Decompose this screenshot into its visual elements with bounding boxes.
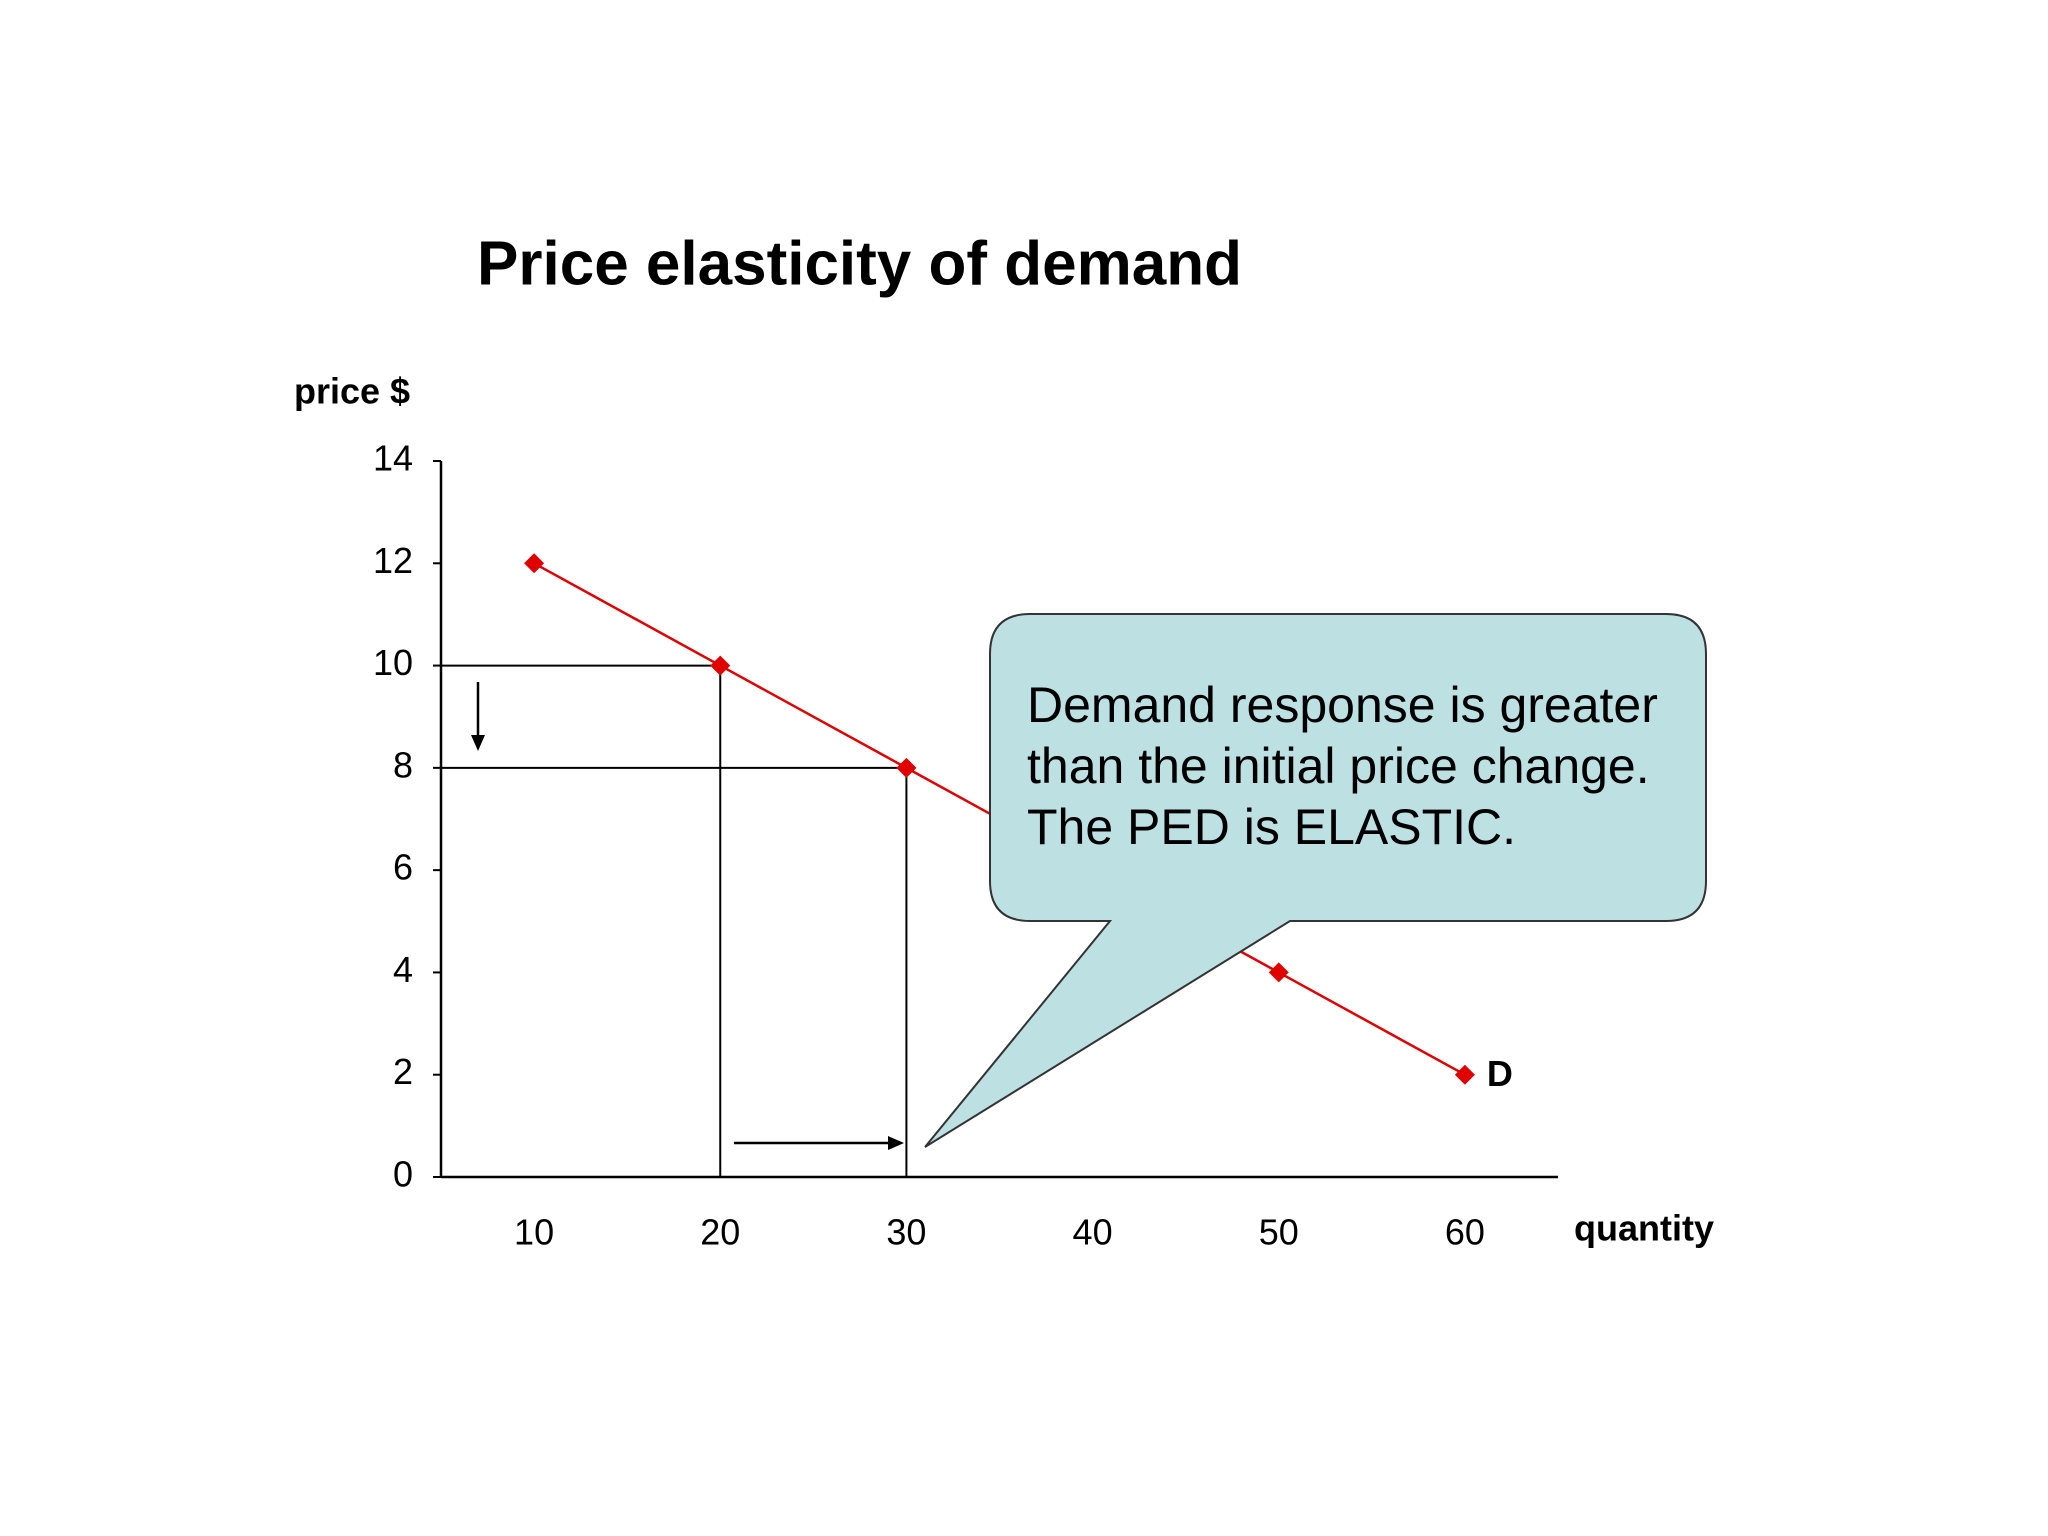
arrow-head bbox=[471, 735, 485, 751]
x-tick-label: 50 bbox=[1259, 1212, 1299, 1253]
callout-text: than the initial price change. bbox=[1027, 738, 1650, 794]
x-tick-label: 40 bbox=[1073, 1212, 1113, 1253]
data-point bbox=[1454, 1064, 1475, 1085]
y-tick-label: 4 bbox=[393, 949, 413, 990]
series-label: D bbox=[1487, 1053, 1513, 1094]
y-tick-label: 2 bbox=[393, 1051, 413, 1092]
x-tick-label: 30 bbox=[886, 1212, 926, 1253]
x-axis-label: quantity bbox=[1574, 1208, 1714, 1249]
callout-text: The PED is ELASTIC. bbox=[1027, 799, 1516, 855]
data-point bbox=[1268, 962, 1289, 983]
y-tick-label: 12 bbox=[373, 540, 413, 581]
callout-text: Demand response is greater bbox=[1027, 677, 1658, 733]
y-tick-label: 14 bbox=[373, 438, 413, 479]
data-point bbox=[524, 553, 545, 574]
y-tick-label: 0 bbox=[393, 1154, 413, 1195]
y-tick-label: 6 bbox=[393, 847, 413, 888]
y-axis-label: price $ bbox=[294, 371, 410, 412]
data-point bbox=[710, 655, 731, 676]
annotations bbox=[471, 682, 904, 1150]
chart-title: Price elasticity of demand bbox=[477, 229, 1242, 298]
arrow-head bbox=[888, 1136, 904, 1150]
y-tick-label: 10 bbox=[373, 642, 413, 683]
data-point bbox=[896, 757, 917, 778]
x-tick-label: 60 bbox=[1445, 1212, 1485, 1253]
x-tick-label: 20 bbox=[700, 1212, 740, 1253]
plot-area: 0 2 4 6 8 10 12 14 10 20 30 40 50 60 D bbox=[373, 438, 1558, 1253]
y-tick-label: 8 bbox=[393, 744, 413, 785]
callout-bubble bbox=[924, 613, 1707, 1148]
x-tick-label: 10 bbox=[514, 1212, 554, 1253]
